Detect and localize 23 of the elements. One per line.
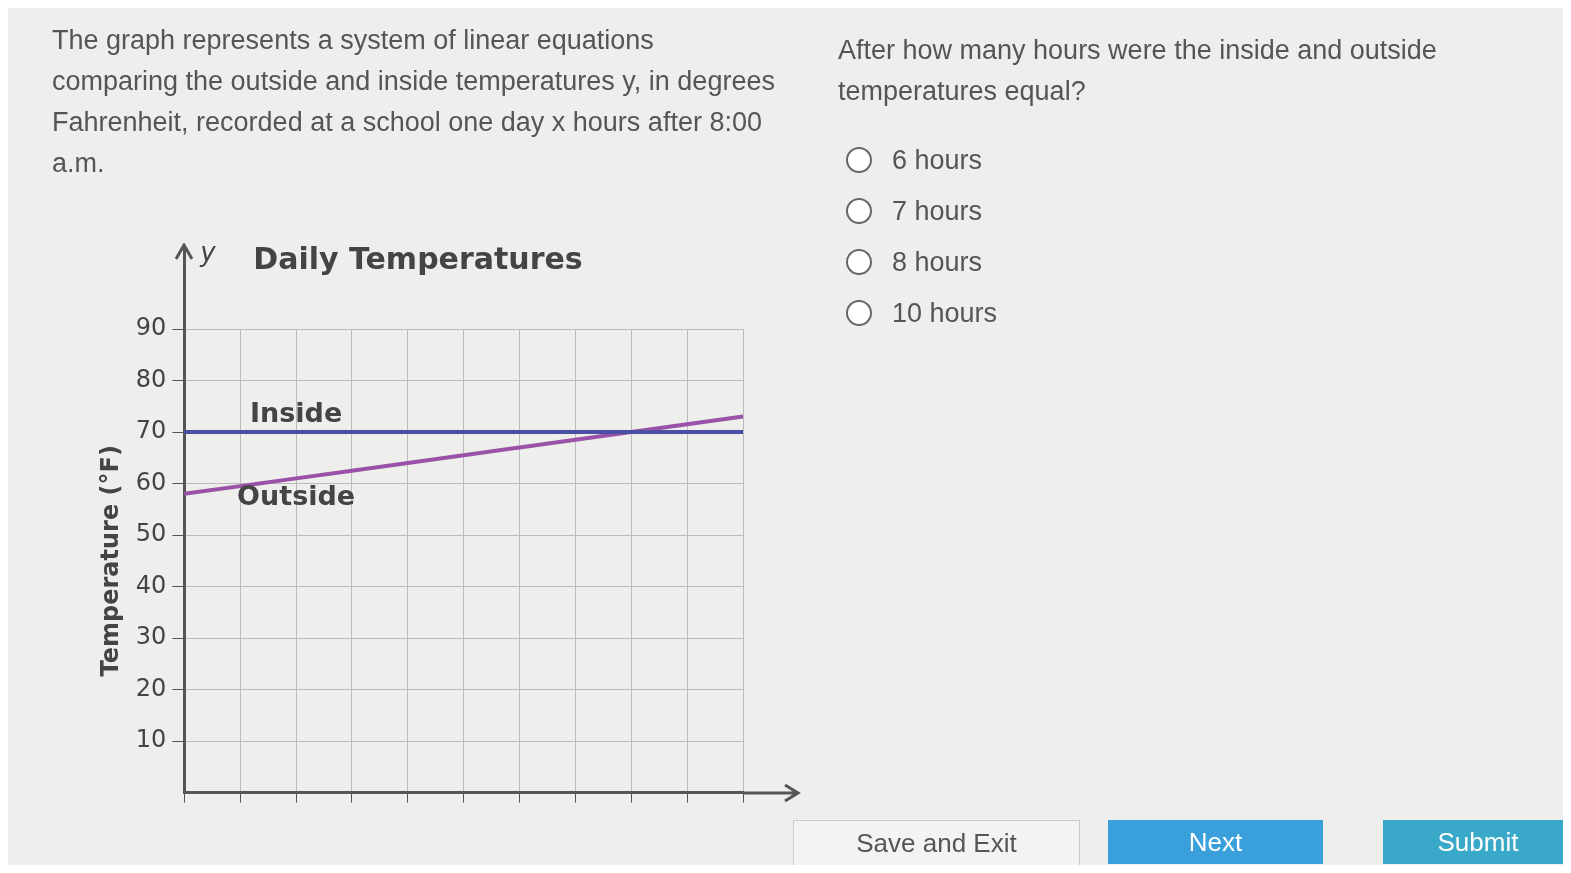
y-tick-label: 20 (135, 673, 167, 702)
text: y (199, 236, 217, 267)
y-tick-label: 30 (135, 622, 167, 651)
y-axis-title: Temperature (°F) (95, 445, 124, 677)
text: Submit (1436, 825, 1520, 859)
y-tick-label: 40 (135, 570, 167, 599)
text: Save and Exit (793, 820, 1080, 866)
text: 10 hours (892, 297, 998, 330)
text: Next (1108, 820, 1323, 864)
y-tick-label: 60 (135, 467, 167, 496)
y-tick-label: 50 (135, 519, 167, 548)
y-tick-label: 10 (135, 725, 167, 754)
text: 7 hours (892, 195, 983, 228)
text: The graph represents a system of linear equations comparing the outside and inside temperatures y, in degrees Fahrenheit, recorded at a school one day x hours after 8:00 a.m. (52, 24, 776, 180)
text: 8 hours (892, 246, 983, 279)
text: 6 hours (892, 144, 983, 177)
chart-title: Daily Temperatures (253, 240, 583, 276)
y-tick-label: 70 (135, 416, 167, 445)
y-tick-label: 80 (135, 364, 167, 393)
series-label: Outside (237, 479, 356, 511)
series-label: Inside (249, 396, 343, 428)
text: After how many hours were the inside and outside temperatures equal? (838, 34, 1438, 108)
y-tick-label: 90 (135, 313, 167, 342)
